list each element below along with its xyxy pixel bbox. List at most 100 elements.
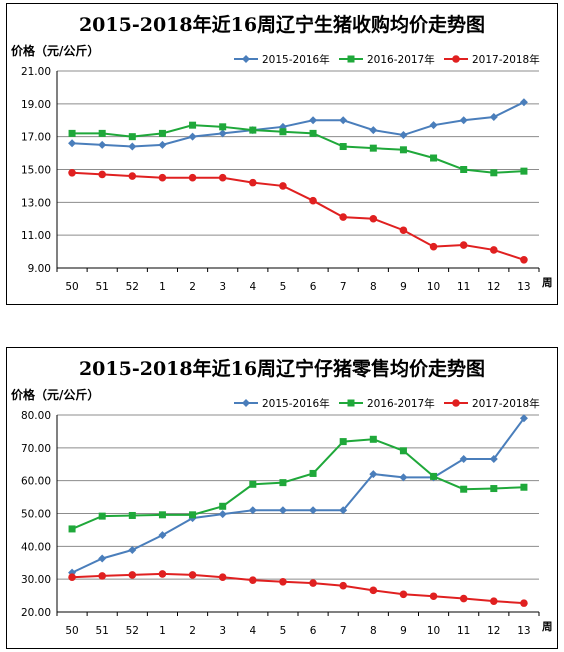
data-point xyxy=(189,121,197,129)
x-tick-label: 10 xyxy=(427,281,440,293)
data-point xyxy=(399,146,407,154)
data-point xyxy=(189,511,197,519)
legend-label: 2017-2018年 xyxy=(472,397,540,410)
data-point xyxy=(278,506,287,515)
data-point xyxy=(490,169,498,177)
data-point xyxy=(519,98,528,107)
data-point xyxy=(279,577,287,586)
series-line xyxy=(71,438,524,530)
legend-label: 2016-2017年 xyxy=(367,397,435,410)
chart-title: 2015-2018年近16周辽宁仔猪零售均价走势图 xyxy=(78,358,486,380)
data-point xyxy=(219,502,227,510)
x-tick-label: 5 xyxy=(280,625,287,637)
data-point xyxy=(490,246,498,254)
legend-label: 2017-2018年 xyxy=(472,53,540,66)
x-tick-label: 1 xyxy=(159,281,166,293)
data-point xyxy=(520,599,528,607)
y-tick-label: 11.00 xyxy=(21,230,51,242)
legend-marker xyxy=(452,55,460,63)
x-tick-label: 12 xyxy=(487,281,500,293)
legend-marker xyxy=(242,55,250,63)
data-point xyxy=(249,126,257,134)
data-point xyxy=(429,592,438,601)
data-point xyxy=(309,196,317,205)
series-line xyxy=(72,572,525,605)
x-tick-label: 3 xyxy=(219,281,226,293)
data-point xyxy=(430,472,438,480)
chart-title: 2015-2018年近16周辽宁生猪收购均价走势图 xyxy=(78,14,486,36)
data-point xyxy=(459,241,468,249)
y-tick-label: 19.00 xyxy=(21,99,51,111)
data-point xyxy=(128,142,137,151)
x-tick-label: 52 xyxy=(126,625,139,637)
x-tick-label: 2 xyxy=(189,625,196,637)
data-point xyxy=(309,506,318,515)
data-point xyxy=(519,414,528,423)
data-point xyxy=(98,170,106,179)
legend-marker xyxy=(347,55,355,63)
data-point xyxy=(339,438,347,446)
legend-label: 2015-2016年 xyxy=(262,397,330,410)
data-point xyxy=(399,590,408,599)
data-point xyxy=(369,586,378,595)
data-point xyxy=(158,531,167,540)
y-tick-label: 9.00 xyxy=(28,263,51,275)
x-tick-label: 4 xyxy=(249,281,256,293)
data-point xyxy=(399,226,408,235)
data-point xyxy=(279,128,287,136)
data-point xyxy=(369,144,377,152)
series-line xyxy=(72,124,524,174)
data-point xyxy=(158,140,167,149)
y-tick-label: 20.00 xyxy=(21,607,51,619)
data-point xyxy=(98,140,107,149)
data-point xyxy=(430,154,438,162)
data-point xyxy=(339,143,347,151)
data-point xyxy=(158,173,167,182)
data-point xyxy=(309,469,317,477)
x-tick-label: 11 xyxy=(457,625,470,637)
data-point xyxy=(128,545,137,554)
data-point xyxy=(128,511,136,519)
chart-panel-piglet: 2015-2018年近16周辽宁仔猪零售均价走势图 价格（元/公斤） 20.00… xyxy=(6,347,558,649)
x-tick-label: 5 xyxy=(280,281,287,293)
x-tick-label: 12 xyxy=(487,625,500,637)
y-tick-label: 13.00 xyxy=(21,197,51,209)
data-point xyxy=(158,129,166,137)
x-tick-label: 11 xyxy=(457,281,470,293)
x-tick-label: 13 xyxy=(517,281,530,293)
data-point xyxy=(309,129,317,137)
data-point xyxy=(339,581,347,590)
y-tick-label: 15.00 xyxy=(21,165,51,177)
data-point xyxy=(68,129,76,137)
data-point xyxy=(490,485,498,493)
y-tick-label: 21.00 xyxy=(21,66,51,78)
data-point xyxy=(98,572,106,580)
x-tick-label: 51 xyxy=(96,625,109,637)
y-axis-label: 价格（元/公斤） xyxy=(11,388,100,402)
data-point xyxy=(459,594,468,603)
data-point xyxy=(459,116,468,125)
data-point xyxy=(218,129,227,138)
data-point xyxy=(459,454,468,463)
data-point xyxy=(158,570,167,578)
data-point xyxy=(460,485,468,493)
y-tick-label: 30.00 xyxy=(21,574,51,586)
data-point xyxy=(429,121,438,130)
y-tick-label: 60.00 xyxy=(21,476,51,488)
x-tick-label: 51 xyxy=(96,281,109,293)
y-tick-label: 17.00 xyxy=(21,132,51,144)
data-point xyxy=(460,166,468,173)
data-point xyxy=(339,213,347,221)
data-point xyxy=(218,173,227,182)
x-tick-label: 6 xyxy=(310,281,317,293)
data-point xyxy=(249,576,257,584)
y-tick-label: 70.00 xyxy=(21,443,51,455)
data-point xyxy=(188,132,197,141)
data-point xyxy=(520,483,528,491)
series-line xyxy=(72,101,525,148)
series-line xyxy=(71,417,525,574)
y-tick-label: 40.00 xyxy=(21,541,51,553)
x-tick-label: 10 xyxy=(427,625,440,637)
